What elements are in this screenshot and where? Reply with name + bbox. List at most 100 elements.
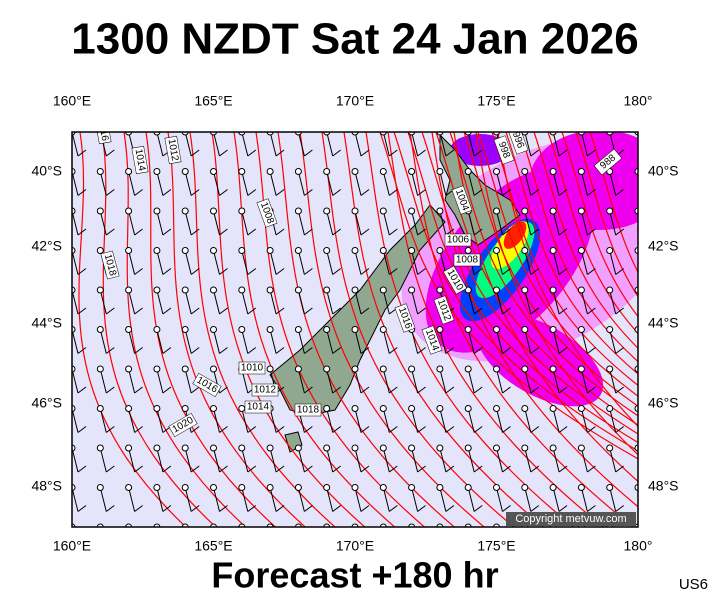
wind-barb <box>644 190 652 196</box>
wind-barb <box>417 228 426 236</box>
wind-barb <box>190 189 200 196</box>
wind-barb <box>219 149 228 157</box>
wind-barb <box>332 465 342 473</box>
wind-barb <box>297 210 305 236</box>
wind-barb <box>496 329 503 354</box>
station <box>153 484 161 491</box>
station <box>351 168 359 175</box>
station <box>125 405 133 412</box>
wind-barb <box>241 210 249 236</box>
wind-barb <box>190 268 200 275</box>
station <box>379 168 387 175</box>
lon-label: 170°E <box>336 93 374 109</box>
wind-barb <box>524 447 532 473</box>
wind-barb <box>219 505 228 512</box>
wind-barb <box>496 289 503 315</box>
station <box>96 168 104 175</box>
wind-barb <box>411 487 419 512</box>
station <box>323 207 331 215</box>
wind-barb <box>297 368 305 394</box>
wind-barb <box>558 465 568 473</box>
footer: Forecast +180 hr <box>211 555 498 596</box>
wind-barb <box>439 487 447 512</box>
wind-barb <box>615 228 625 236</box>
wind-barb <box>106 505 115 512</box>
wind-barb <box>580 171 588 196</box>
wind-barb <box>411 526 413 527</box>
station <box>408 484 416 491</box>
wind-barb <box>106 307 115 315</box>
isobar-label-box <box>168 412 198 438</box>
station <box>351 207 359 215</box>
wind-barb <box>213 250 220 275</box>
wind-barb <box>269 487 277 512</box>
wind-barb <box>247 268 257 275</box>
station <box>549 168 557 175</box>
wind-barb <box>417 189 426 196</box>
wind-barb <box>411 447 419 473</box>
wind-barb <box>637 329 638 332</box>
wind-barb <box>411 289 419 315</box>
wind-barb <box>587 505 596 512</box>
wind-barb <box>247 347 257 354</box>
wind-barb <box>411 171 419 196</box>
lat-label: 40°S <box>31 163 62 179</box>
wind-barb <box>552 210 560 236</box>
wind-barb <box>644 269 652 275</box>
station <box>153 286 161 294</box>
wind-barb <box>247 426 257 433</box>
wind-barb <box>163 545 171 551</box>
wind-barb <box>241 329 249 354</box>
station <box>323 286 331 294</box>
wind-barb <box>644 150 652 156</box>
isobar-label-text: 1008 <box>456 255 479 266</box>
wind-barb <box>77 347 87 354</box>
wind-barb <box>332 228 342 236</box>
station <box>125 168 133 175</box>
wind-barb <box>524 210 532 236</box>
wind-barb <box>360 465 370 473</box>
wind-barb <box>190 426 200 433</box>
wind-barb <box>326 408 334 433</box>
isobar <box>123 132 247 527</box>
wind-barb <box>530 307 540 315</box>
station <box>606 247 614 254</box>
wind-barb <box>72 171 79 196</box>
station <box>351 365 359 373</box>
isobar-label-text: 1014 <box>247 402 270 413</box>
wind-barb <box>382 487 390 512</box>
wind-barb <box>72 408 79 433</box>
wind-barb <box>162 347 172 354</box>
wind-barb <box>354 250 362 275</box>
wind-barb <box>473 228 483 236</box>
wind-barb <box>467 408 475 433</box>
station <box>210 484 217 491</box>
wind-barb <box>360 189 370 196</box>
lon-label: 160°E <box>53 538 91 554</box>
wind-barb <box>241 250 249 275</box>
station <box>493 365 500 373</box>
wind-barb <box>297 487 305 512</box>
station <box>294 247 302 254</box>
wind-barb <box>609 329 617 354</box>
wind-barb <box>106 347 115 354</box>
station <box>294 168 302 175</box>
station <box>96 405 104 412</box>
station <box>125 247 133 254</box>
wind-barb <box>128 329 136 354</box>
isobar-label-text: 1018 <box>297 405 320 416</box>
wind-barb <box>389 545 397 551</box>
wind-barb <box>241 487 249 512</box>
wind-barb <box>637 250 638 253</box>
station <box>294 207 302 215</box>
wind-barb <box>99 171 107 196</box>
isobar-label-box <box>507 132 529 155</box>
isobar-label-box <box>433 295 455 325</box>
wind-barb <box>360 228 370 236</box>
station <box>464 247 472 254</box>
wind-barb <box>247 228 257 236</box>
copyright-box <box>506 512 636 526</box>
lat-label: 46°S <box>648 395 679 411</box>
wind-barb <box>134 465 143 473</box>
wind-barb <box>219 307 228 315</box>
